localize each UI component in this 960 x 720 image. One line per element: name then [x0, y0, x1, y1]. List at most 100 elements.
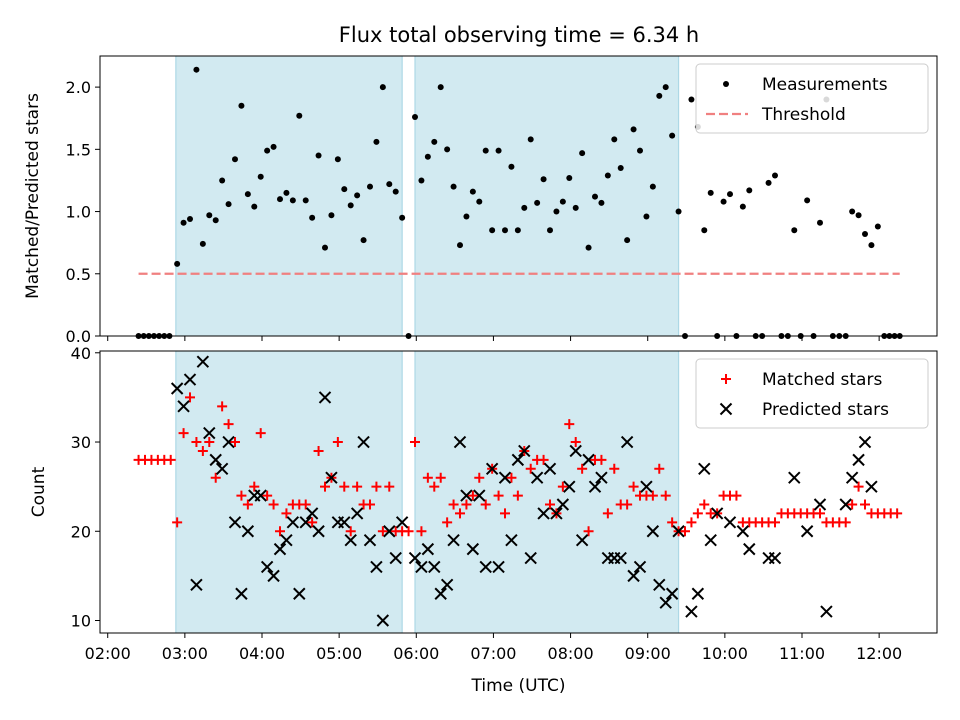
y-tick-label: 0.0 [66, 327, 91, 346]
predicted-star-point [563, 480, 576, 493]
measurement-point [302, 197, 309, 204]
measurement-point [367, 183, 373, 190]
measurement-point [270, 143, 277, 150]
measurement-point [804, 197, 811, 204]
measurement-point [559, 198, 566, 205]
matched-star-point [557, 481, 568, 492]
measurement-point [604, 172, 611, 179]
y-tick-label: 1.0 [66, 203, 91, 222]
matched-star-point [853, 481, 864, 492]
measurement-point [669, 132, 676, 139]
legend-box [695, 358, 929, 429]
predicted-star-point [389, 551, 402, 565]
shaded-interval [415, 56, 679, 336]
predicted-star-point [440, 578, 454, 592]
measurement-point [540, 176, 547, 183]
matched-star-point [345, 526, 356, 537]
matched-star-point [377, 526, 388, 537]
predicted-star-point [453, 435, 467, 449]
top-series [135, 66, 903, 339]
measurement-point [180, 219, 187, 226]
measurement-point [412, 113, 418, 120]
matched-star-point [609, 463, 620, 474]
predicted-star-point [305, 507, 319, 520]
matched-star-point [474, 472, 485, 483]
matched-star-point [667, 517, 678, 528]
measurement-point [450, 183, 457, 190]
predicted-star-point [543, 462, 557, 476]
matched-star-point [204, 437, 215, 448]
bottom-series [133, 355, 903, 627]
predicted-star-point [338, 516, 351, 529]
top-plot-frame [99, 55, 938, 337]
predicted-star-point [852, 453, 865, 467]
measurement-point [508, 163, 515, 170]
matched-star-point [647, 490, 658, 501]
predicted-star-point [196, 355, 210, 368]
predicted-star-point [723, 516, 737, 529]
top-legend: Measurements Threshold [695, 63, 929, 134]
matched-star-point [429, 481, 440, 492]
measurement-point [739, 203, 746, 210]
y-tick-label: 0.5 [66, 265, 91, 284]
predicted-star-point [395, 516, 409, 529]
matched-star-point [422, 472, 433, 483]
legend-marker-dot [723, 81, 729, 87]
measurement-point [765, 179, 772, 186]
y-tick-label: 40 [71, 344, 91, 363]
predicted-star-point [286, 516, 300, 529]
measurement-point [476, 198, 483, 205]
measurement-point [727, 191, 733, 198]
measurement-point [534, 199, 541, 206]
predicted-star-point [665, 587, 679, 600]
matched-star-point [191, 437, 202, 448]
matched-star-point [236, 490, 247, 501]
matched-star-point [455, 508, 465, 519]
measurement-point [257, 173, 264, 180]
measurement-point [418, 177, 425, 184]
matched-star-point [622, 499, 633, 510]
predicted-star-point [537, 507, 550, 520]
predicted-star-point [312, 525, 325, 538]
matched-star-point [416, 526, 427, 537]
predicted-star-point [344, 533, 357, 547]
predicted-star-point [800, 525, 814, 538]
predicted-star-point [575, 533, 589, 547]
shaded-interval [175, 56, 403, 336]
matched-star-point [480, 499, 491, 510]
matched-star-point [275, 526, 285, 537]
matched-star-point [525, 463, 536, 474]
matched-star-point [770, 517, 780, 528]
matched-star-point [840, 517, 851, 528]
measurement-point [469, 188, 476, 195]
measurement-point [244, 191, 251, 198]
matched-star-point [165, 454, 176, 465]
x-tick-label: 10:00 [702, 644, 748, 663]
y-tick-label: 20 [71, 522, 91, 541]
matched-star-point [185, 392, 195, 403]
predicted-star-point [511, 453, 525, 467]
shaded-interval [175, 351, 403, 633]
matched-star-point [493, 490, 504, 501]
top-x-axis-ticks [107, 336, 880, 341]
measurement-point [212, 217, 219, 224]
measurement-point [289, 197, 296, 204]
measurement-point [457, 242, 463, 249]
predicted-star-point [460, 489, 473, 502]
matched-star-point [365, 499, 375, 510]
measurement-point [514, 227, 521, 234]
matched-star-point [371, 481, 382, 492]
predicted-star-point [376, 614, 390, 627]
predicted-star-point [357, 435, 370, 449]
matched-star-point [281, 508, 292, 519]
matched-star-point [307, 517, 318, 528]
measurement-point [656, 92, 663, 99]
legend-label: Matched stars [762, 370, 882, 390]
measurement-point [219, 177, 226, 184]
measurement-point [649, 183, 656, 190]
predicted-star-point [280, 533, 293, 547]
matched-star-point [467, 490, 478, 501]
predicted-star-point [241, 525, 255, 538]
measurement-point [643, 213, 650, 220]
